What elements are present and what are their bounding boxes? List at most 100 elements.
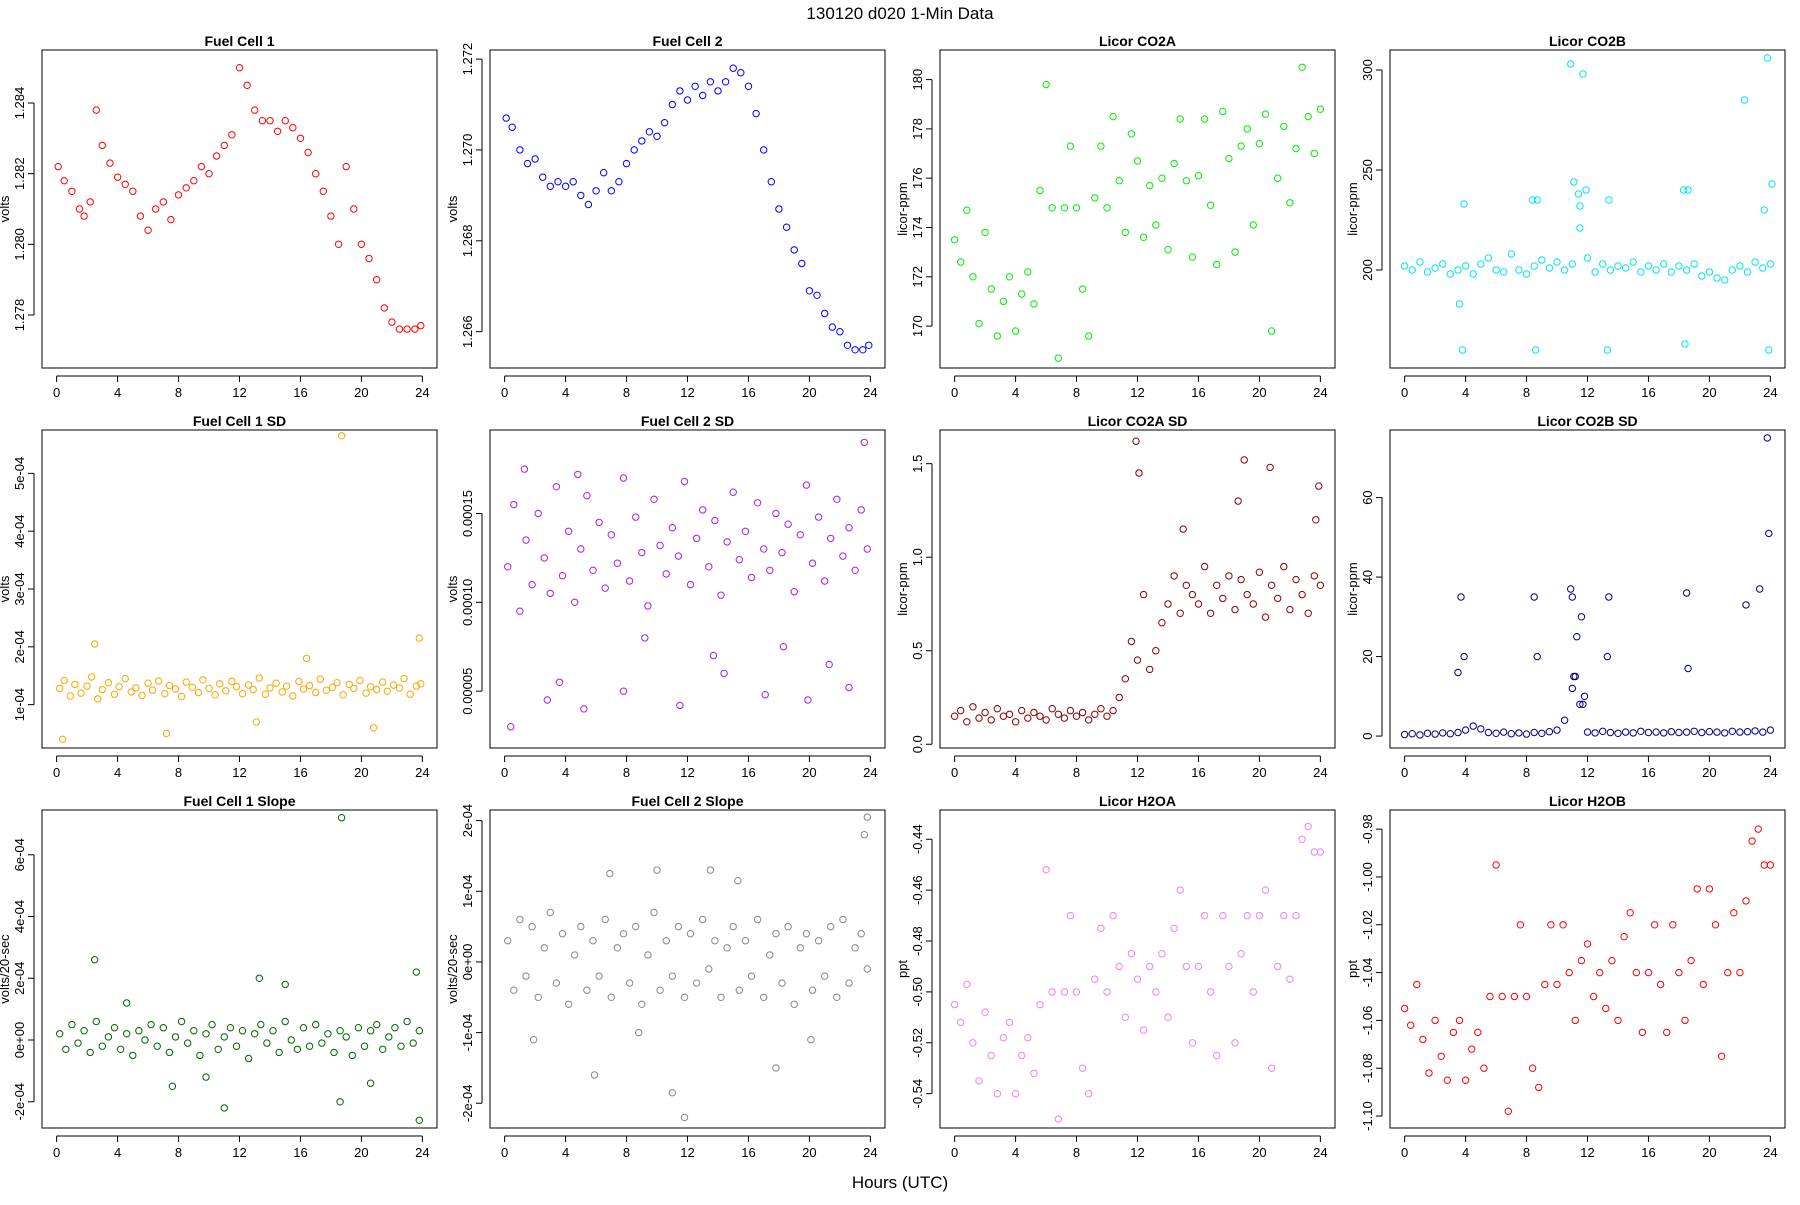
data-point bbox=[238, 1027, 247, 1035]
data-point bbox=[1681, 340, 1689, 348]
data-point bbox=[228, 131, 236, 139]
data-point bbox=[1115, 693, 1123, 702]
data-point bbox=[345, 680, 353, 689]
data-point bbox=[94, 695, 102, 703]
data-point bbox=[1675, 728, 1683, 737]
data-point bbox=[153, 1042, 161, 1050]
data-point bbox=[136, 212, 145, 220]
data-point bbox=[625, 979, 634, 987]
data-point bbox=[1036, 186, 1044, 195]
data-point bbox=[1583, 940, 1592, 948]
data-point bbox=[720, 669, 728, 678]
data-point bbox=[1477, 725, 1485, 733]
data-point bbox=[1637, 268, 1645, 276]
data-point bbox=[1280, 911, 1288, 920]
data-point bbox=[632, 513, 640, 521]
data-point bbox=[104, 1033, 113, 1041]
data-point bbox=[650, 908, 658, 917]
data-point bbox=[1576, 224, 1584, 232]
data-point bbox=[66, 692, 75, 700]
data-point bbox=[1713, 728, 1721, 736]
data-point bbox=[1500, 728, 1508, 736]
data-point bbox=[969, 1039, 977, 1047]
data-point bbox=[1743, 268, 1752, 276]
data-point bbox=[766, 566, 774, 574]
data-point bbox=[1484, 254, 1493, 262]
data-point bbox=[385, 1033, 393, 1041]
data-point bbox=[796, 944, 804, 952]
data-point bbox=[1225, 572, 1233, 580]
data-point bbox=[1292, 911, 1300, 920]
data-point bbox=[366, 1027, 375, 1035]
data-point bbox=[1274, 594, 1282, 603]
data-point bbox=[668, 524, 676, 532]
plot-frame bbox=[1389, 429, 1786, 749]
data-point bbox=[113, 173, 122, 181]
data-point bbox=[1121, 1013, 1130, 1021]
data-point bbox=[1158, 619, 1166, 627]
x-tick-label: 4 bbox=[1462, 1145, 1469, 1160]
data-point bbox=[1170, 924, 1178, 932]
data-point bbox=[226, 1024, 235, 1032]
chart-title: Fuel Cell 2 Slope bbox=[631, 793, 743, 809]
data-point bbox=[244, 681, 253, 689]
x-tick-label: 24 bbox=[415, 1145, 429, 1160]
data-point bbox=[1589, 992, 1598, 1001]
y-tick-label: -0.50 bbox=[910, 977, 925, 1007]
data-point bbox=[668, 1089, 676, 1097]
data-point bbox=[531, 155, 539, 163]
data-point bbox=[1127, 637, 1136, 646]
data-point bbox=[1574, 190, 1583, 198]
data-point bbox=[197, 162, 206, 171]
data-point bbox=[165, 681, 174, 690]
data-point bbox=[190, 177, 198, 185]
data-point bbox=[1768, 180, 1776, 188]
data-point bbox=[1571, 1016, 1580, 1025]
data-point bbox=[828, 323, 836, 331]
data-point bbox=[1133, 975, 1142, 983]
data-point bbox=[214, 1045, 222, 1054]
data-point bbox=[827, 534, 835, 543]
y-tick-label: 1e-04 bbox=[12, 688, 27, 721]
data-point bbox=[662, 570, 670, 578]
data-point bbox=[772, 1064, 780, 1072]
x-tick-label: 12 bbox=[680, 765, 694, 780]
data-point bbox=[417, 321, 425, 330]
data-point bbox=[1146, 962, 1154, 971]
data-point bbox=[110, 690, 119, 698]
data-point bbox=[592, 187, 600, 195]
data-point bbox=[1576, 202, 1584, 210]
data-point bbox=[520, 465, 529, 473]
data-point bbox=[373, 1020, 381, 1029]
data-point bbox=[607, 531, 615, 539]
y-tick-label: -1.06 bbox=[1360, 1006, 1375, 1036]
data-point bbox=[528, 580, 536, 589]
data-point bbox=[337, 432, 346, 440]
data-point bbox=[590, 1071, 599, 1079]
data-point bbox=[243, 81, 251, 90]
data-point bbox=[266, 684, 274, 692]
data-point bbox=[950, 712, 959, 720]
data-point bbox=[220, 141, 229, 150]
x-tick-label: 24 bbox=[863, 385, 877, 400]
data-point bbox=[1024, 1034, 1032, 1042]
data-point bbox=[1048, 705, 1056, 713]
data-point bbox=[1036, 1000, 1044, 1009]
data-point bbox=[1066, 911, 1075, 920]
data-point bbox=[278, 688, 286, 696]
chart-panel: Fuel Cell 1 Slope 0 4 8 12 16 20 24 -2e-04 0e+00 2… bbox=[0, 793, 438, 1160]
data-point bbox=[766, 951, 774, 959]
data-point bbox=[144, 226, 152, 234]
data-point bbox=[814, 937, 823, 945]
data-point bbox=[366, 1079, 375, 1087]
data-point bbox=[760, 146, 768, 154]
chart-panel: Fuel Cell 2 SD 0 4 8 12 16 20 24 0.00005 0.00010 0… bbox=[445, 413, 886, 780]
y-tick-label: 0.0 bbox=[910, 735, 925, 753]
data-point bbox=[1532, 346, 1540, 354]
data-point bbox=[843, 341, 852, 349]
data-point bbox=[249, 685, 257, 694]
x-tick-label: 0 bbox=[1401, 765, 1408, 780]
data-point bbox=[400, 674, 408, 683]
data-point bbox=[1522, 270, 1531, 278]
x-tick-label: 12 bbox=[1580, 1145, 1594, 1160]
